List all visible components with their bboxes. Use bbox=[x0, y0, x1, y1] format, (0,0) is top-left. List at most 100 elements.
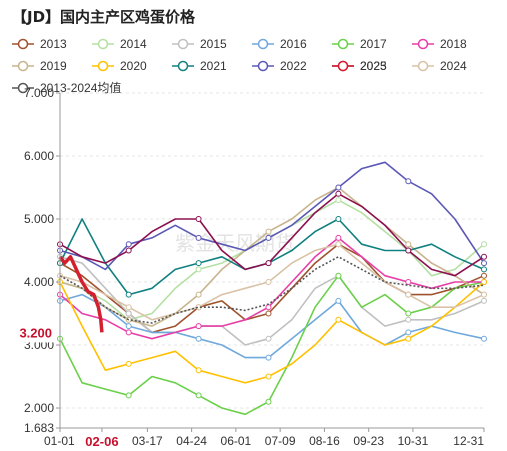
legend-item-2015[interactable]: 2015 bbox=[172, 37, 227, 51]
data-point bbox=[405, 247, 412, 254]
data-point bbox=[405, 329, 412, 336]
data-point bbox=[265, 304, 272, 311]
highlight-labels: 3.200 02-06 bbox=[4, 322, 126, 450]
data-point bbox=[265, 354, 272, 361]
data-point bbox=[265, 310, 272, 317]
data-point bbox=[265, 228, 272, 235]
legend-swatch-marker bbox=[17, 82, 29, 94]
data-point bbox=[265, 373, 272, 380]
y-tick-label: 7.000 bbox=[24, 86, 54, 100]
legend-label: 2020 bbox=[120, 59, 147, 73]
data-point bbox=[195, 260, 202, 267]
x-tick-label: 07-09 bbox=[265, 434, 296, 448]
legend-item-2020[interactable]: 2020 bbox=[92, 59, 147, 73]
data-point bbox=[125, 291, 132, 298]
legend-item-2019[interactable]: 2019 bbox=[12, 59, 67, 73]
legend-swatch-marker bbox=[17, 60, 29, 72]
data-point bbox=[195, 335, 202, 342]
data-point bbox=[265, 398, 272, 405]
series-2016 bbox=[57, 293, 487, 361]
highlight-y-bg bbox=[4, 322, 54, 343]
data-point bbox=[405, 335, 412, 342]
data-point bbox=[405, 279, 412, 285]
data-point bbox=[481, 335, 487, 342]
legend-item-2025[interactable]: 2025 bbox=[332, 59, 387, 73]
legend-swatch-marker bbox=[417, 38, 429, 50]
data-point bbox=[265, 234, 272, 241]
data-point bbox=[265, 279, 272, 285]
data-point bbox=[195, 266, 202, 273]
data-point bbox=[195, 234, 202, 241]
data-point bbox=[335, 190, 342, 197]
data-point bbox=[335, 234, 342, 241]
series-2013-2024均值 bbox=[59, 256, 485, 324]
legend-label: 2017 bbox=[360, 37, 387, 51]
chart-title: 【JD】国内主产区鸡蛋价格 bbox=[12, 8, 196, 26]
series-2025 bbox=[58, 255, 104, 333]
y-tick-label: 1.683 bbox=[24, 421, 54, 435]
series-layer bbox=[57, 161, 487, 416]
data-point bbox=[195, 392, 202, 399]
legend-item-2013[interactable]: 2013 bbox=[12, 37, 67, 51]
series-line bbox=[58, 255, 104, 333]
data-point bbox=[195, 291, 202, 298]
legend-swatch-marker bbox=[257, 38, 269, 50]
highlight-x-label: 02-06 bbox=[85, 434, 118, 449]
data-point bbox=[125, 392, 132, 399]
legend[interactable]: 2013 2014 2015 2016 2017 2018 2019 2020 2021 2022… bbox=[12, 37, 467, 95]
data-point bbox=[405, 316, 412, 323]
highlight-x-bg bbox=[77, 432, 126, 450]
legend-item-2022[interactable]: 2022 bbox=[252, 59, 307, 73]
legend-label: 2015 bbox=[200, 37, 227, 51]
legend-label: 2018 bbox=[440, 37, 467, 51]
legend-item-2024[interactable]: 2024 bbox=[412, 59, 467, 73]
gridlines bbox=[60, 92, 484, 409]
data-point bbox=[125, 310, 132, 317]
y-tick-label: 5.000 bbox=[24, 212, 54, 226]
data-point bbox=[195, 367, 202, 374]
legend-item-2017[interactable]: 2017 bbox=[332, 37, 387, 51]
data-point bbox=[335, 241, 342, 248]
x-tick-label: 10-31 bbox=[398, 434, 429, 448]
series-2022 bbox=[57, 161, 487, 271]
data-point bbox=[125, 241, 132, 248]
data-point bbox=[481, 297, 487, 304]
series-line bbox=[59, 256, 485, 324]
data-point bbox=[335, 297, 342, 304]
legend-label: 2022 bbox=[280, 59, 307, 73]
legend-swatch-marker bbox=[177, 60, 189, 72]
data-point bbox=[125, 304, 132, 311]
legend-label: 2023 bbox=[360, 59, 387, 73]
data-point bbox=[335, 272, 342, 279]
data-point bbox=[481, 241, 487, 248]
data-point bbox=[335, 316, 342, 323]
x-tick-label: 12-31 bbox=[453, 434, 484, 448]
x-tick-label: 06-01 bbox=[221, 434, 252, 448]
legend-item-2013-2024均值[interactable]: 2013-2024均值 bbox=[12, 80, 121, 95]
data-point bbox=[335, 216, 342, 222]
legend-item-2018[interactable]: 2018 bbox=[412, 37, 467, 51]
data-point bbox=[481, 291, 487, 298]
legend-label: 2014 bbox=[120, 37, 147, 51]
legend-item-2021[interactable]: 2021 bbox=[172, 59, 227, 73]
data-point bbox=[335, 184, 342, 191]
x-tick-label: 04-24 bbox=[176, 434, 207, 448]
data-point bbox=[405, 310, 412, 317]
legend-label: 2021 bbox=[200, 59, 227, 73]
legend-label: 2025 bbox=[360, 59, 387, 73]
legend-item-2016[interactable]: 2016 bbox=[252, 37, 307, 51]
data-point bbox=[405, 178, 412, 185]
data-point bbox=[125, 360, 132, 367]
series-2023 bbox=[57, 190, 487, 277]
data-point bbox=[195, 216, 202, 222]
data-point bbox=[125, 247, 132, 254]
legend-item-2014[interactable]: 2014 bbox=[92, 37, 147, 51]
data-point bbox=[335, 197, 342, 204]
legend-label: 2013 bbox=[40, 37, 67, 51]
legend-swatch-marker bbox=[17, 38, 29, 50]
data-point bbox=[125, 329, 132, 336]
legend-swatch-marker bbox=[337, 60, 349, 72]
highlight-y-label: 3.200 bbox=[19, 325, 52, 340]
